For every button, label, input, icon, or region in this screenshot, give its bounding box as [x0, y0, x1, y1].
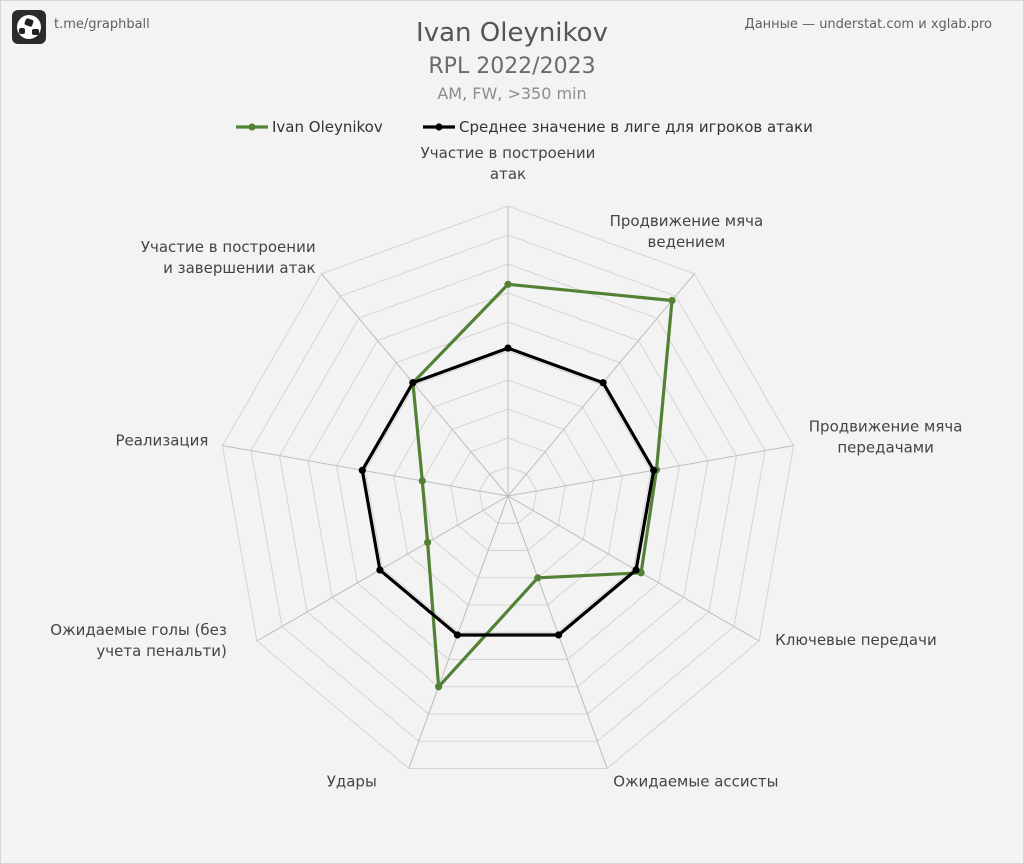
grid-ring	[421, 408, 595, 579]
grid-ring	[221, 205, 795, 769]
legend-item: Среднее значение в лиге для игроков атак…	[423, 118, 813, 136]
grid-ring	[250, 234, 766, 742]
axis-label-line: атак	[490, 165, 526, 183]
axis-label: Продвижение мяча ведением	[610, 212, 764, 251]
axis-label: Продвижение мяча передачами	[809, 418, 963, 457]
axis-label: Участие в построении и завершении атак	[141, 238, 316, 277]
axis-label-line: Удары	[327, 773, 377, 791]
data-point	[668, 296, 676, 305]
grid-ring	[278, 263, 738, 715]
axis-label: Реализация	[115, 432, 208, 450]
axis-label: Ключевые передачи	[775, 631, 937, 649]
data-point	[358, 466, 366, 474]
series-player	[409, 280, 676, 691]
data-point	[504, 280, 512, 288]
axis-label-line: и завершении атак	[163, 259, 315, 277]
axis-label-line: Участие в построении	[421, 144, 596, 162]
axis-label-line: Ключевые передачи	[775, 631, 937, 649]
series-line	[360, 346, 656, 637]
axis-label-line: Продвижение мяча	[809, 418, 963, 436]
legend-label: Ivan Oleynikov	[272, 118, 383, 136]
data-point	[534, 574, 542, 582]
data-point	[504, 344, 512, 352]
grid-ring	[336, 321, 680, 660]
chart-title: Ivan Oleynikov	[416, 18, 608, 48]
grid-ring	[307, 292, 709, 688]
grid-ring	[450, 437, 566, 551]
axis-label-line: Ожидаемые ассисты	[613, 773, 778, 791]
legend-item: Ivan Oleynikov	[236, 118, 383, 136]
axis-label-line: Участие в построении	[141, 238, 316, 256]
data-point	[453, 631, 461, 639]
axis-label-line: Продвижение мяча	[610, 212, 764, 230]
axis-label-line: ведением	[648, 233, 726, 251]
grid-ring	[478, 466, 538, 524]
axis-label-line: учета пенальти)	[96, 642, 226, 660]
axis-label: Участие в построении атак	[421, 144, 596, 183]
axis-label: Удары	[327, 773, 377, 791]
data-source-note: Данные — understat.com и xglab.pro	[744, 17, 992, 32]
axis-label-line: передачами	[837, 439, 933, 457]
soccer-ball-icon	[17, 15, 41, 39]
axis-label-line: Реализация	[115, 432, 208, 450]
grid-ring	[393, 379, 623, 606]
data-point	[650, 466, 658, 474]
data-point	[409, 379, 417, 387]
chart-subtitle: RPL 2022/2023	[428, 54, 596, 79]
series-league-average	[358, 344, 658, 639]
axis-label: Ожидаемые голы (без учета пенальти)	[50, 621, 227, 660]
legend-label: Среднее значение в лиге для игроков атак…	[459, 118, 813, 136]
data-point	[376, 566, 384, 574]
legend-swatch-marker	[435, 123, 443, 131]
data-point	[599, 379, 607, 387]
radar-grid	[221, 205, 795, 769]
brand-link[interactable]: t.me/graphball	[54, 17, 150, 32]
data-point	[418, 477, 426, 485]
data-point	[424, 538, 432, 547]
data-point	[555, 631, 563, 639]
series-line	[411, 282, 674, 689]
data-point	[632, 566, 640, 574]
data-point	[435, 683, 443, 691]
chart-filter-note: AM, FW, >350 min	[437, 84, 587, 103]
grid-ring	[364, 350, 652, 633]
axis-label: Ожидаемые ассисты	[613, 773, 778, 791]
legend-swatch-marker	[248, 123, 256, 131]
axis-label-line: Ожидаемые голы (без	[50, 621, 227, 639]
graphball-logo[interactable]	[12, 10, 46, 44]
